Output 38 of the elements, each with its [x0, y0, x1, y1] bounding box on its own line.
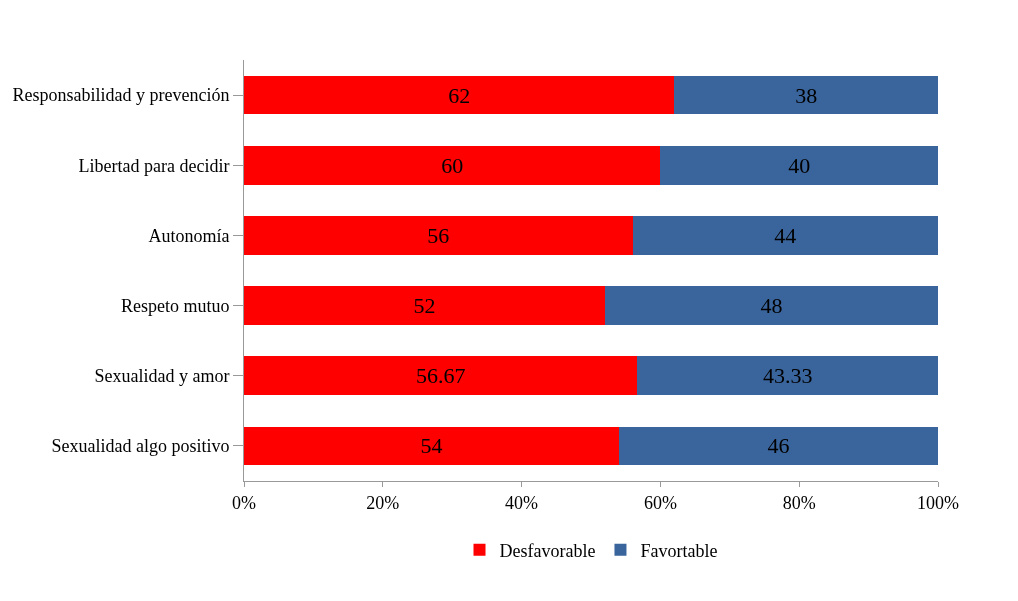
data-label: 48: [760, 293, 783, 319]
x-tick-label: 40%: [505, 492, 539, 513]
bar: [244, 216, 633, 255]
bar: [674, 75, 938, 115]
bar: [244, 286, 605, 325]
bar: [604, 286, 938, 325]
data-label: 44: [774, 222, 797, 248]
y-tick-label: Respeto mutuo: [120, 295, 230, 316]
data-label: 56.67: [415, 363, 466, 389]
y-tick-label: Sexualidad algo positivo: [51, 436, 230, 457]
bar: [637, 356, 938, 396]
x-tick-label: 0%: [232, 492, 256, 513]
bar: [244, 145, 661, 185]
legend-label: Favortable: [640, 540, 718, 561]
data-label: 54: [420, 433, 443, 459]
legend-label: Desfavorable: [499, 540, 596, 561]
x-tick-label: 80%: [782, 492, 816, 513]
data-label: 56: [427, 222, 450, 248]
data-label: 46: [767, 433, 790, 459]
y-tick-label: Sexualidad y amor: [94, 366, 230, 387]
x-tick-label: 100%: [917, 492, 959, 513]
bar: [244, 75, 675, 115]
y-tick-label: Responsabilidad y prevención: [12, 85, 230, 106]
data-label: 52: [413, 293, 436, 319]
bar: [660, 145, 938, 185]
data-label: 60: [441, 152, 464, 178]
data-label: 62: [448, 82, 471, 108]
bar: [244, 426, 619, 466]
bar: [244, 356, 638, 396]
bar: [618, 426, 938, 466]
y-tick-label: Autonomía: [148, 225, 230, 246]
x-tick-label: 60%: [643, 492, 677, 513]
data-label: 38: [795, 82, 818, 108]
y-tick-label: Libertad para decidir: [78, 155, 230, 176]
data-label: 40: [788, 152, 811, 178]
bar: [632, 216, 938, 255]
data-label: 43.33: [762, 363, 813, 389]
x-tick-label: 20%: [366, 492, 400, 513]
